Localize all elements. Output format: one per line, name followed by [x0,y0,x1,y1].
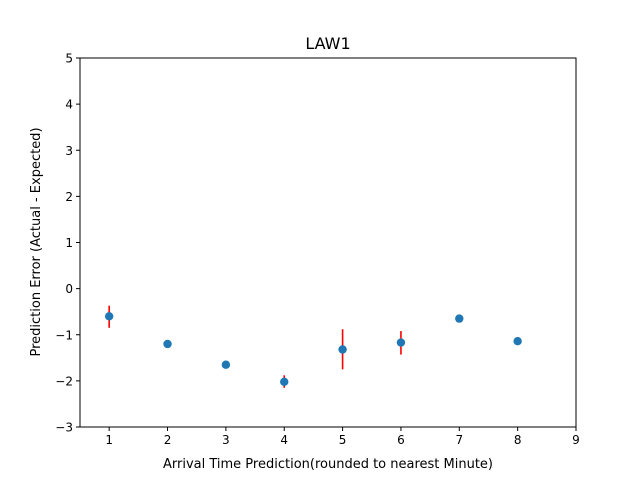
x-tick-label: 1 [105,433,113,447]
data-point [221,360,231,369]
y-axis: −3 −2 −1 0 1 2 3 4 5 [55,52,80,435]
x-tick-label: 5 [339,433,347,447]
y-tick-label: 5 [65,52,73,66]
x-tick-label: 4 [280,433,288,447]
x-tick-label: 3 [222,433,230,447]
x-axis-label: Arrival Time Prediction(rounded to neare… [163,457,493,472]
chart-title: LAW1 [305,34,350,53]
data-point [396,338,406,347]
y-tick-label: 0 [65,282,73,296]
data-point [163,339,172,349]
data-point [513,337,522,346]
y-tick-label: −1 [55,328,73,342]
y-tick-label: 3 [65,144,73,158]
x-axis: 1 2 3 4 5 6 7 8 9 [105,427,580,447]
x-tick-label: 2 [164,433,172,447]
y-tick-label: 1 [65,236,73,250]
data-point [104,312,114,321]
data-point [280,377,289,386]
y-tick-label: −2 [55,374,73,388]
data-marks [104,305,522,388]
x-tick-label: 7 [455,433,463,447]
data-point [338,345,347,354]
y-tick-label: −3 [55,421,73,435]
x-tick-label: 9 [572,433,580,447]
y-tick-label: 4 [65,98,73,112]
x-tick-label: 8 [514,433,522,447]
data-point [455,314,464,323]
x-tick-label: 6 [397,433,405,447]
y-tick-label: 2 [65,190,73,204]
y-axis-label: Prediction Error (Actual - Expected) [29,127,44,356]
